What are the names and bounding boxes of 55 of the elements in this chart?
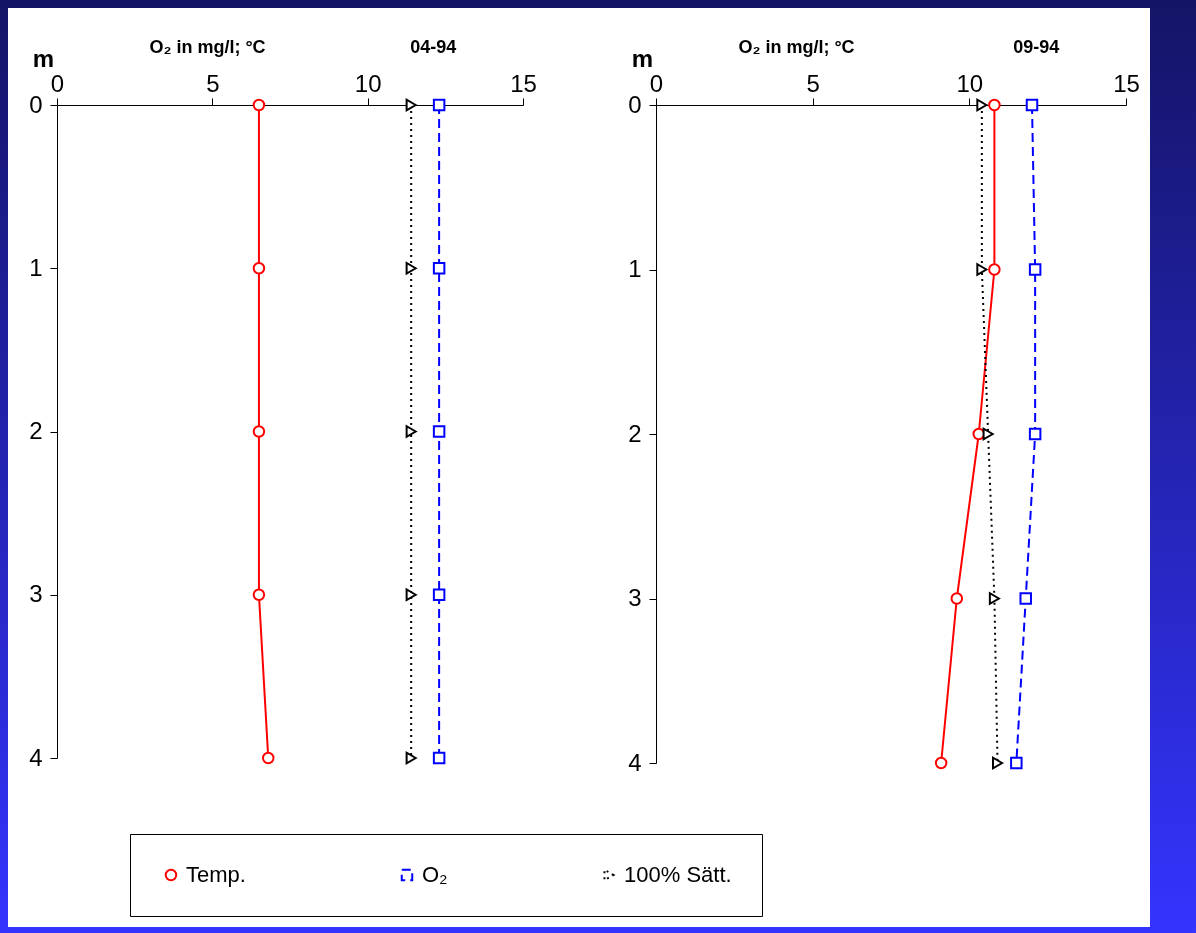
- y-tick-label: 2: [29, 417, 43, 444]
- point: [432, 262, 446, 275]
- point: [982, 427, 994, 441]
- y-tick-label: 2: [628, 419, 642, 447]
- y-tick-label: 3: [628, 584, 642, 611]
- point: [1010, 756, 1023, 770]
- point: [1019, 592, 1032, 605]
- y-tick-label: 0: [29, 90, 43, 118]
- y-tick-label: 4: [29, 743, 43, 771]
- y-tick-label: 3: [29, 580, 43, 608]
- legend-label: Temp.: [186, 862, 246, 887]
- point: [432, 98, 446, 112]
- point: [252, 98, 266, 112]
- point: [988, 592, 1000, 605]
- x-tick-label: 5: [206, 69, 220, 97]
- point: [988, 98, 1001, 112]
- x-tick-label: 0: [50, 69, 65, 97]
- y-tick-label: 1: [628, 255, 642, 282]
- x-tick-label: 15: [510, 69, 537, 97]
- chart-title: 04-94: [410, 37, 457, 57]
- point: [252, 425, 266, 438]
- point: [405, 588, 417, 601]
- x-axis-title: O₂ in mg/l; °C: [738, 36, 855, 57]
- x-tick-label: 5: [806, 69, 820, 97]
- point: [405, 751, 417, 765]
- point: [432, 588, 446, 601]
- point: [405, 425, 417, 438]
- legend-label: O₂: [422, 862, 448, 887]
- point: [976, 263, 988, 276]
- y-tick-label: 0: [628, 90, 642, 118]
- point: [1028, 263, 1042, 276]
- point: [934, 756, 948, 770]
- point: [432, 751, 446, 765]
- point: [262, 751, 275, 765]
- point: [252, 262, 266, 275]
- x-tick-label: 10: [354, 69, 382, 97]
- point: [972, 427, 985, 441]
- y-axis-title: m: [631, 44, 654, 72]
- point: [252, 588, 266, 601]
- x-tick-label: 10: [956, 69, 984, 97]
- point: [988, 263, 1001, 276]
- x-tick-label: 0: [649, 69, 664, 97]
- legend-label: 100% Sätt.: [624, 862, 732, 887]
- y-tick-label: 4: [628, 748, 642, 776]
- point: [950, 592, 964, 605]
- point: [432, 425, 446, 438]
- y-tick-label: 1: [29, 253, 43, 281]
- chart-title: 09-94: [1013, 37, 1060, 57]
- point: [1028, 427, 1042, 441]
- point: [405, 262, 417, 275]
- point: [1025, 98, 1039, 112]
- x-axis-title: O₂ in mg/l; °C: [149, 36, 266, 57]
- x-tick-label: 15: [1113, 69, 1140, 97]
- point: [991, 756, 1004, 770]
- y-axis-title: m: [32, 44, 55, 72]
